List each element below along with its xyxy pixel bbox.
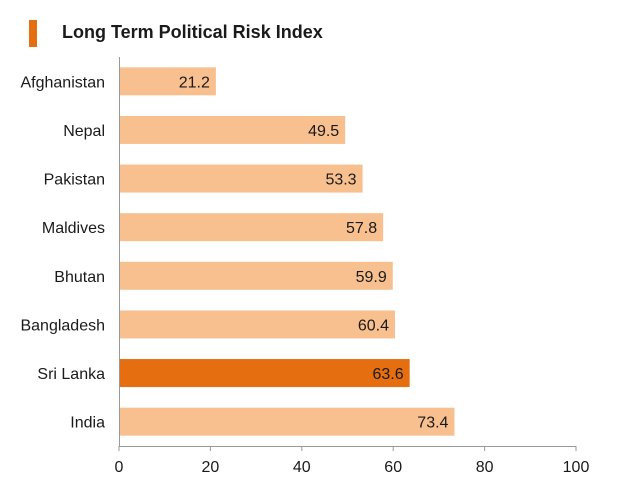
category-label: Sri Lanka	[37, 366, 105, 383]
bar-sri-lanka	[119, 359, 410, 388]
category-label: Pakistan	[44, 172, 105, 189]
bar-bhutan	[119, 261, 393, 290]
category-label: Bhutan	[54, 269, 105, 286]
bar-afghanistan	[119, 67, 216, 96]
category-label: Afghanistan	[20, 74, 105, 91]
bar-bangladesh	[119, 310, 396, 339]
data-label: 60.4	[358, 317, 389, 334]
x-tick-label: 100	[563, 459, 590, 476]
x-tick-label: 80	[476, 459, 494, 476]
data-label: 53.3	[325, 172, 356, 189]
x-tick-label: 0	[115, 459, 124, 476]
category-label: Nepal	[63, 123, 105, 140]
x-tick-label: 40	[293, 459, 311, 476]
category-label: Bangladesh	[20, 317, 105, 334]
title-accent-bar	[29, 20, 37, 47]
data-label: 21.2	[179, 74, 210, 91]
data-label: 57.8	[346, 220, 377, 237]
bar-nepal	[119, 115, 346, 144]
category-label: Maldives	[42, 220, 105, 237]
x-tick-label: 20	[202, 459, 220, 476]
data-label: 49.5	[308, 123, 339, 140]
bar-maldives	[119, 213, 384, 242]
bar-pakistan	[119, 164, 363, 193]
chart-title: Long Term Political Risk Index	[62, 22, 323, 42]
bar-india	[119, 407, 455, 436]
x-tick-label: 60	[384, 459, 402, 476]
category-label: India	[70, 415, 105, 432]
data-label: 59.9	[356, 269, 387, 286]
data-label: 63.6	[373, 366, 404, 383]
data-label: 73.4	[417, 415, 448, 432]
